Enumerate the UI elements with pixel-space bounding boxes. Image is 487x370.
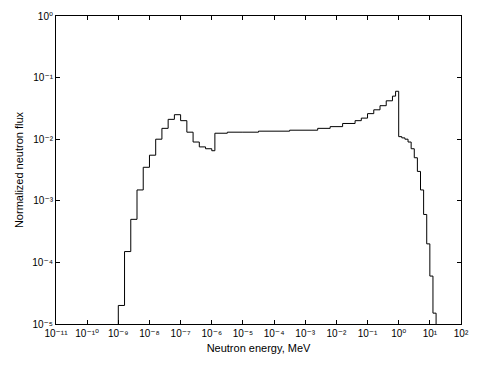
svg-text:10⁻²: 10⁻² [33,134,53,145]
svg-text:10⁻¹: 10⁻¹ [33,72,53,83]
svg-text:10⁻⁵: 10⁻⁵ [32,319,53,330]
svg-text:10⁻⁵: 10⁻⁵ [233,328,254,339]
svg-text:10⁰: 10⁰ [391,328,406,339]
svg-text:10⁻²: 10⁻² [327,328,347,339]
svg-text:10²: 10² [454,328,469,339]
svg-text:Normalized neutron flux: Normalized neutron flux [13,111,25,228]
svg-text:10⁻⁷: 10⁻⁷ [171,328,191,339]
svg-text:10⁻⁶: 10⁻⁶ [202,328,223,339]
svg-text:10⁻⁸: 10⁻⁸ [139,328,160,339]
svg-text:10⁻¹⁰: 10⁻¹⁰ [75,328,99,339]
svg-text:10⁻⁹: 10⁻⁹ [108,328,129,339]
svg-text:10⁻⁴: 10⁻⁴ [264,328,285,339]
svg-text:10⁻³: 10⁻³ [295,328,315,339]
svg-text:Neutron energy, MeV: Neutron energy, MeV [207,342,311,354]
svg-text:10⁻¹¹: 10⁻¹¹ [44,328,68,339]
svg-text:10⁻⁴: 10⁻⁴ [32,257,53,268]
svg-text:10⁻¹: 10⁻¹ [358,328,378,339]
svg-text:10¹: 10¹ [423,328,438,339]
svg-text:10⁰: 10⁰ [38,11,53,22]
svg-text:10⁻³: 10⁻³ [33,195,53,206]
